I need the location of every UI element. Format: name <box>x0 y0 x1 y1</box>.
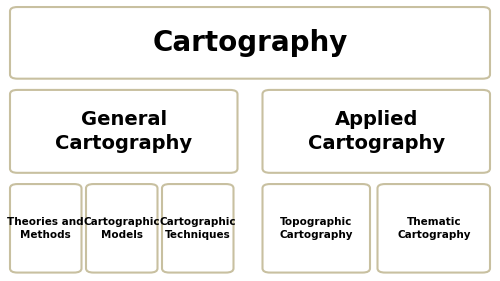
FancyBboxPatch shape <box>262 90 490 173</box>
Text: Theories and
Methods: Theories and Methods <box>8 217 84 239</box>
Text: Applied
Cartography: Applied Cartography <box>308 110 445 153</box>
FancyBboxPatch shape <box>378 184 490 273</box>
FancyBboxPatch shape <box>162 184 234 273</box>
Text: Cartographic
Techniques: Cartographic Techniques <box>160 217 236 239</box>
FancyBboxPatch shape <box>86 184 158 273</box>
Text: General
Cartography: General Cartography <box>55 110 192 153</box>
FancyBboxPatch shape <box>262 184 370 273</box>
Text: Thematic
Cartography: Thematic Cartography <box>397 217 470 239</box>
FancyBboxPatch shape <box>10 90 237 173</box>
Text: Topographic
Cartography: Topographic Cartography <box>280 217 353 239</box>
Text: Cartography: Cartography <box>152 29 348 57</box>
FancyBboxPatch shape <box>10 184 82 273</box>
FancyBboxPatch shape <box>10 7 490 79</box>
Text: Cartographic
Models: Cartographic Models <box>84 217 160 239</box>
